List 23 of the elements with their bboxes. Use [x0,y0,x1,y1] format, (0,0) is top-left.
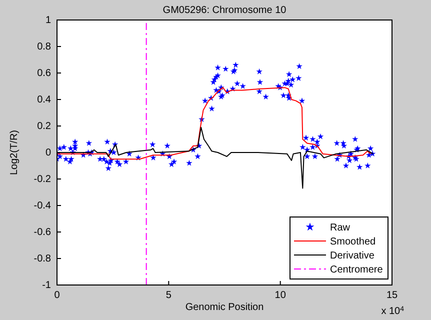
y-tick-label: -0.4 [34,200,52,212]
legend-label: Smoothed [330,236,376,248]
y-tick-label: -0.2 [34,174,52,186]
y-tick-label: 0.8 [37,42,52,53]
legend-label: Centromere [330,264,384,276]
y-tick-label: -0.6 [34,227,52,238]
x-tick-label: 5 [166,290,172,302]
text: x 10$^{4}$ [381,306,404,317]
legend-label: Derivative [330,250,375,262]
chart-title: GM05296: Chromosome 10 [162,5,287,16]
y-tick-label: -1 [42,280,52,292]
x-tick-label: 10 [274,290,286,302]
y-tick-label: -0.8 [34,254,52,265]
x-tick-label: 15 [386,290,398,302]
x-tick-label: 0 [54,290,60,302]
y-tick-label: 1 [45,15,52,26]
y-axis-title: Log2(T/R) [9,130,20,176]
legend-label: Raw [330,222,351,234]
y-tick-label: 0 [45,148,52,159]
y-tick-label: 0.4 [37,94,52,106]
x-axis-title: Genomic Position [185,302,264,313]
y-tick-label: 0.6 [37,68,52,80]
y-tick-label: 0.2 [37,121,52,132]
